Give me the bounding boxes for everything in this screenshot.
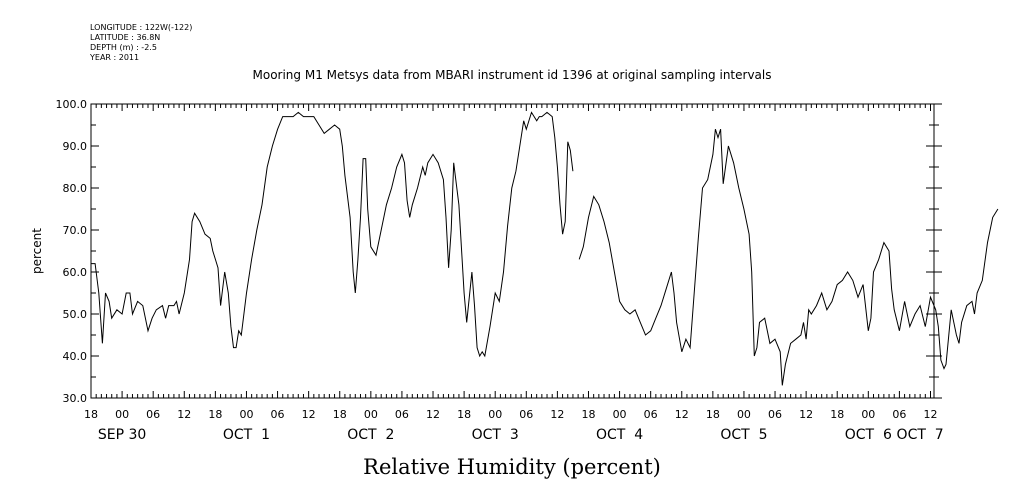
x-tick-label: 00: [613, 408, 627, 421]
x-tick-label: 00: [861, 408, 875, 421]
x-tick-label: 00: [488, 408, 502, 421]
longitude-label: LONGITUDE : 122W(-122): [90, 23, 192, 32]
y-axis-label: percent: [30, 228, 44, 274]
latitude-label: LATITUDE : 36.8N: [90, 33, 160, 42]
year-label: YEAR : 2011: [89, 53, 139, 62]
x-tick-label: 18: [830, 408, 844, 421]
y-tick-label: 50.0: [63, 308, 88, 321]
day-label: OCT 4: [596, 427, 643, 443]
day-label: OCT 1: [223, 427, 270, 443]
x-tick-label: 18: [581, 408, 595, 421]
x-tick-label: 12: [302, 408, 316, 421]
x-tick-label: 06: [892, 408, 906, 421]
x-tick-label: 12: [924, 408, 938, 421]
x-tick-label: 12: [426, 408, 440, 421]
day-label: OCT 6: [845, 427, 892, 443]
y-tick-labels: 30.0 40.0 50.0 60.0 70.0 80.0 90.0 100.0: [56, 98, 88, 405]
tick-marks: [90, 103, 942, 399]
day-label: OCT 7: [897, 427, 944, 443]
x-tick-label: 06: [146, 408, 160, 421]
x-tick-label: 00: [239, 408, 253, 421]
x-tick-label: 18: [706, 408, 720, 421]
x-axis-title: Relative Humidity (percent): [363, 455, 661, 479]
day-label: OCT 3: [472, 427, 519, 443]
x-tick-label: 06: [644, 408, 658, 421]
x-tick-label: 18: [333, 408, 347, 421]
y-tick-label: 60.0: [63, 266, 88, 279]
x-tick-label: 06: [395, 408, 409, 421]
x-tick-label: 12: [799, 408, 813, 421]
y-tick-label: 90.0: [63, 140, 88, 153]
x-tick-label: 18: [84, 408, 98, 421]
y-tick-label: 80.0: [63, 182, 88, 195]
series-line: [91, 111, 574, 358]
x-tick-label: 18: [457, 408, 471, 421]
x-tick-label: 06: [768, 408, 782, 421]
y-tick-label: 70.0: [63, 224, 88, 237]
x-tick-label: 00: [737, 408, 751, 421]
depth-label: DEPTH (m) : -2.5: [90, 43, 157, 52]
x-tick-label: 00: [364, 408, 378, 421]
x-tick-label: 06: [519, 408, 533, 421]
plot-frame: [90, 103, 935, 399]
x-tick-label: 00: [115, 408, 129, 421]
x-day-labels: SEP 30 OCT 1 OCT 2 OCT 3 OCT 4 OCT 5 OCT 6 OCT …: [98, 427, 944, 443]
y-tick-label: 40.0: [63, 350, 88, 363]
x-tick-label: 12: [675, 408, 689, 421]
series-line: [578, 129, 999, 386]
y-tick-label: 30.0: [63, 392, 88, 405]
x-tick-label: 12: [550, 408, 564, 421]
x-tick-label: 18: [208, 408, 222, 421]
day-label: OCT 5: [720, 427, 767, 443]
day-label: OCT 2: [347, 427, 394, 443]
x-hour-labels: 18 00 06 12 18 00 06 12 18 00 06 12 18 00 06 12 18 00 06 12…: [84, 408, 938, 421]
day-label: SEP 30: [98, 427, 146, 443]
chart-title: Mooring M1 Metsys data from MBARI instru…: [253, 68, 772, 82]
x-tick-label: 06: [271, 408, 285, 421]
x-tick-label: 12: [177, 408, 191, 421]
y-tick-label: 100.0: [56, 98, 88, 111]
series-lines: [91, 111, 999, 386]
